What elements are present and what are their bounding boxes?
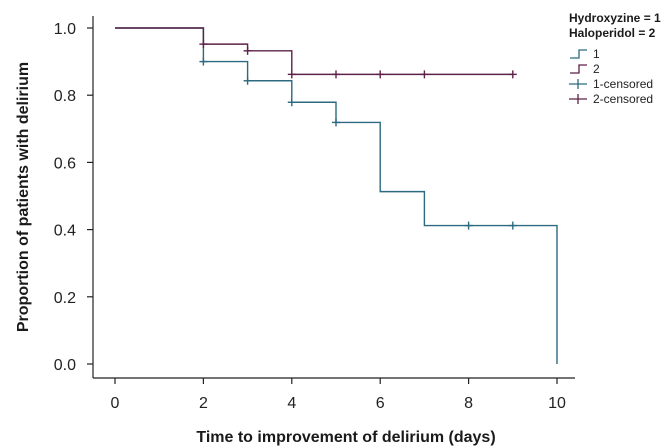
series-2-step-line xyxy=(115,27,513,76)
legend-label: 1-censored xyxy=(593,77,653,91)
y-tick-label: 0.0 xyxy=(54,357,76,374)
series-1-censored-marker xyxy=(332,118,340,127)
series-2-censored-marker xyxy=(508,70,517,79)
x-tick-label: 6 xyxy=(376,395,385,412)
legend-label: 2-censored xyxy=(593,92,653,106)
series-2-censored-marker xyxy=(332,70,340,79)
y-tick-label: 0.6 xyxy=(54,155,76,172)
x-tick-label: 0 xyxy=(111,395,120,412)
y-tick-label: 0.8 xyxy=(54,88,76,105)
series-1-step-line xyxy=(115,27,558,364)
x-tick-label: 2 xyxy=(199,395,208,412)
y-tick-label: 0.4 xyxy=(54,223,76,240)
series-1-censored-marker xyxy=(287,98,296,107)
y-tick-label: 0.2 xyxy=(54,290,76,307)
y-tick-label: 1.0 xyxy=(54,21,76,38)
legend-title-line: Hydroxyzine = 1 xyxy=(569,11,661,25)
legend-step-symbol xyxy=(570,49,587,59)
legend-item-2-censored: 2-censored xyxy=(569,92,653,106)
series-1-censored-marker xyxy=(464,221,473,230)
series-2-censored-marker xyxy=(243,46,252,55)
series-2-censored-marker xyxy=(376,70,385,79)
y-axis-ticks: 0.0 0.2 0.4 0.6 0.8 1.0 xyxy=(54,21,93,374)
legend-item-2: 2 xyxy=(570,62,600,76)
x-tick-label: 4 xyxy=(287,395,296,412)
x-axis-ticks: 0 2 4 6 8 10 xyxy=(111,378,566,412)
legend-label: 2 xyxy=(593,62,600,76)
legend-step-symbol xyxy=(570,64,587,74)
series-layer xyxy=(115,27,558,364)
series-1-censored-marker xyxy=(199,57,208,66)
legend-label: 1 xyxy=(593,47,600,61)
legend-title-line: Haloperidol = 2 xyxy=(569,26,656,40)
series-1-censored-marker xyxy=(243,76,252,85)
series-2-censored-marker xyxy=(199,40,208,49)
x-tick-label: 10 xyxy=(548,395,566,412)
legend-item-1-censored: 1-censored xyxy=(569,77,653,91)
y-axis-title: Proportion of patients with delirium xyxy=(15,62,32,332)
series-2-censored-marker xyxy=(287,70,296,79)
legend-item-1: 1 xyxy=(570,47,600,61)
series-1-censored-marker xyxy=(508,221,517,230)
x-tick-label: 8 xyxy=(464,395,473,412)
x-axis-title: Time to improvement of delirium (days) xyxy=(196,429,495,446)
series-2-censored-marker xyxy=(420,70,429,79)
